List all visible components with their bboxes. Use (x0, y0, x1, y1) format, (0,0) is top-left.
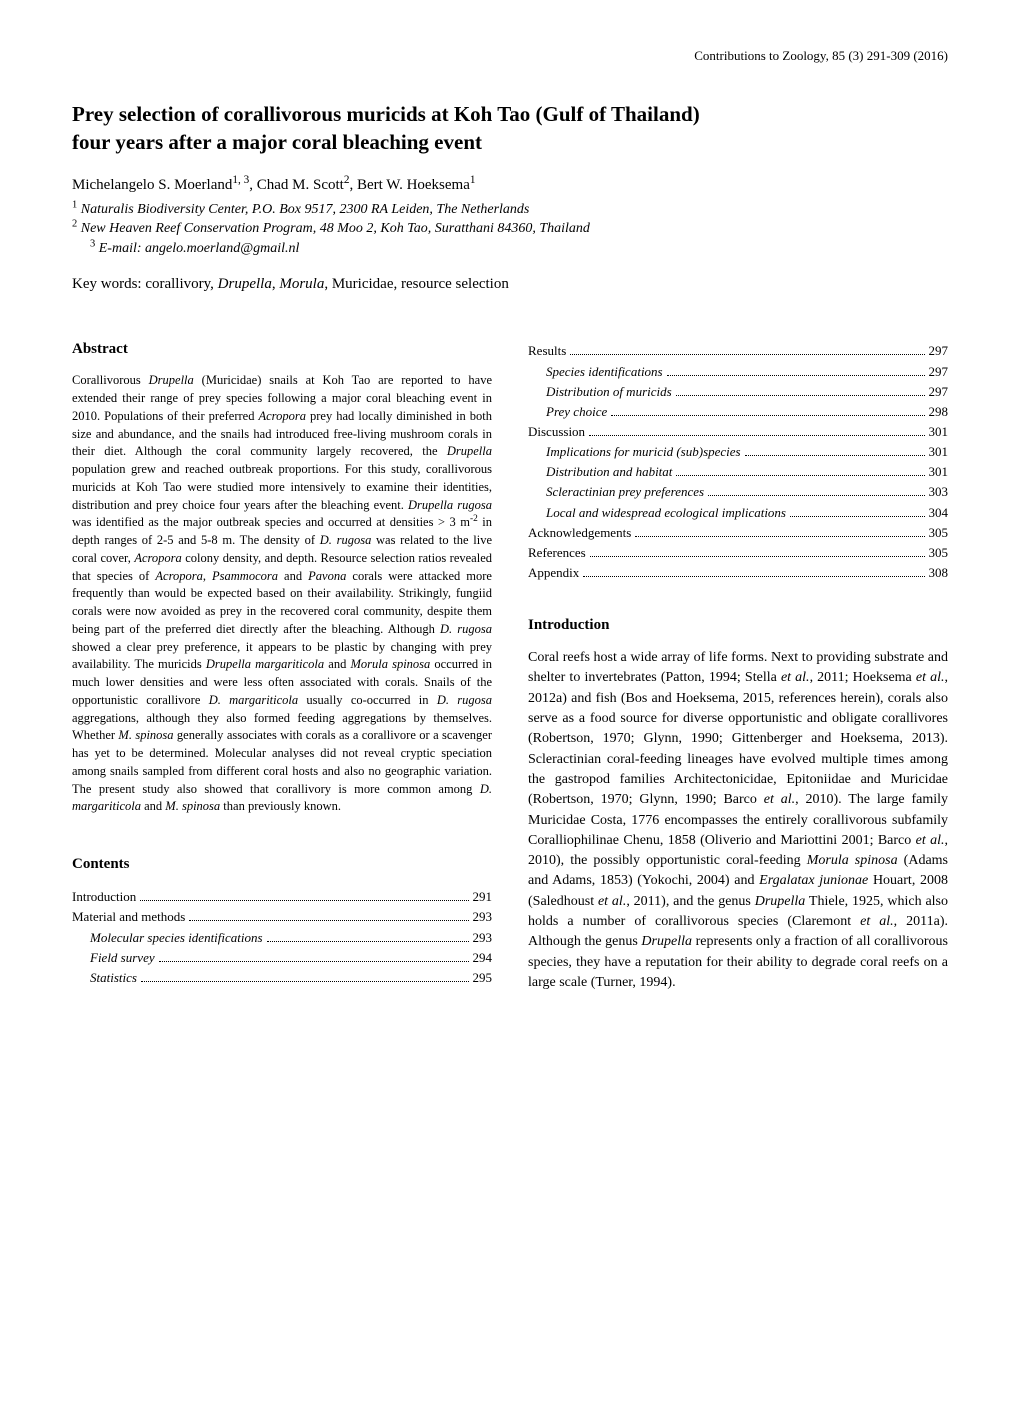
toc-dots (745, 455, 925, 456)
affiliation-2: 2 New Heaven Reef Conservation Program, … (72, 219, 948, 239)
affiliation-1: 1 Naturalis Biodiversity Center, P.O. Bo… (72, 200, 948, 220)
toc-label: Local and widespread ecological implicat… (546, 503, 786, 523)
toc-page: 305 (929, 543, 949, 563)
toc-label: Scleractinian prey preferences (546, 482, 704, 502)
toc-page: 297 (929, 362, 949, 382)
toc-page: 291 (473, 887, 493, 907)
toc-label: Implications for muricid (sub)species (546, 442, 741, 462)
toc-row: Field survey 294 (72, 948, 492, 968)
keywords-term-2: Morula (279, 276, 324, 292)
toc-label: References (528, 543, 586, 563)
toc-dots (267, 941, 469, 942)
toc-dots (141, 981, 469, 982)
toc-row: Appendix 308 (528, 563, 948, 583)
toc-page: 304 (929, 503, 949, 523)
toc-page: 297 (929, 341, 949, 361)
toc-page: 301 (929, 462, 949, 482)
keywords-prefix: Key words: corallivory, (72, 276, 218, 292)
toc-dots (611, 415, 924, 416)
toc-label: Discussion (528, 422, 585, 442)
toc-dots (635, 536, 924, 537)
introduction-heading: Introduction (528, 617, 948, 634)
toc-dots (140, 900, 468, 901)
toc-row: Molecular species identifications 293 (72, 928, 492, 948)
toc-dots (790, 516, 925, 517)
toc-label: Results (528, 341, 566, 361)
title-line-1: Prey selection of corallivorous muricids… (72, 102, 700, 126)
left-column: Abstract Corallivorous Drupella (Muricid… (72, 341, 492, 993)
toc-page: 303 (929, 482, 949, 502)
right-column: Results297Species identifications297Dist… (528, 341, 948, 993)
toc-row: Implications for muricid (sub)species 301 (528, 442, 948, 462)
toc-dots (590, 556, 925, 557)
toc-page: 298 (929, 402, 949, 422)
affiliations: 1 Naturalis Biodiversity Center, P.O. Bo… (72, 200, 948, 259)
keywords-term-1: Drupella (218, 276, 272, 292)
toc-right: Results297Species identifications297Dist… (528, 341, 948, 583)
toc-row: Statistics 295 (72, 968, 492, 988)
toc-page: 294 (473, 948, 493, 968)
toc-label: Field survey (90, 948, 155, 968)
toc-row: Introduction 291 (72, 887, 492, 907)
toc-row: Discussion 301 (528, 422, 948, 442)
toc-page: 293 (473, 907, 493, 927)
toc-dots (708, 495, 924, 496)
toc-page: 301 (929, 442, 949, 462)
contents-heading: Contents (72, 856, 492, 873)
toc-row: Distribution and habitat 301 (528, 462, 948, 482)
abstract-heading: Abstract (72, 341, 492, 358)
journal-header: Contributions to Zoology, 85 (3) 291-309… (72, 48, 948, 64)
toc-dots (676, 475, 924, 476)
keywords-suffix: , Muricidae, resource selection (324, 276, 509, 292)
toc-label: Acknowledgements (528, 523, 631, 543)
toc-row: Species identifications 297 (528, 362, 948, 382)
toc-label: Introduction (72, 887, 136, 907)
toc-dots (159, 961, 469, 962)
toc-row: Scleractinian prey preferences 303 (528, 482, 948, 502)
toc-page: 293 (473, 928, 493, 948)
toc-dots (583, 576, 924, 577)
toc-label: Material and methods (72, 907, 185, 927)
toc-label: Prey choice (546, 402, 607, 422)
introduction-text: Coral reefs host a wide array of life fo… (528, 648, 948, 993)
toc-dots (667, 375, 925, 376)
toc-row: Prey choice 298 (528, 402, 948, 422)
article-title: Prey selection of corallivorous muricids… (72, 100, 948, 157)
toc-row: Acknowledgements 305 (528, 523, 948, 543)
toc-row: Local and widespread ecological implicat… (528, 503, 948, 523)
toc-page: 301 (929, 422, 949, 442)
toc-row: Material and methods 293 (72, 907, 492, 927)
toc-label: Distribution of muricids (546, 382, 672, 402)
authors: Michelangelo S. Moerland1, 3, Chad M. Sc… (72, 177, 948, 194)
toc-row: Distribution of muricids 297 (528, 382, 948, 402)
toc-dots (570, 354, 924, 355)
toc-row: References 305 (528, 543, 948, 563)
toc-dots (676, 395, 925, 396)
toc-dots (189, 920, 468, 921)
toc-label: Statistics (90, 968, 137, 988)
toc-page: 297 (929, 382, 949, 402)
two-column-body: Abstract Corallivorous Drupella (Muricid… (72, 341, 948, 993)
toc-label: Species identifications (546, 362, 663, 382)
toc-dots (589, 435, 924, 436)
toc-left: Introduction291Material and methods293Mo… (72, 887, 492, 988)
affiliation-3: 3 E-mail: angelo.moerland@gmail.nl (72, 239, 948, 259)
abstract-text: Corallivorous Drupella (Muricidae) snail… (72, 372, 492, 816)
toc-label: Distribution and habitat (546, 462, 672, 482)
toc-row: Results 297 (528, 341, 948, 361)
toc-page: 305 (929, 523, 949, 543)
toc-label: Appendix (528, 563, 579, 583)
toc-label: Molecular species identifications (90, 928, 263, 948)
toc-page: 295 (473, 968, 493, 988)
keywords: Key words: corallivory, Drupella, Morula… (72, 276, 948, 293)
toc-page: 308 (929, 563, 949, 583)
title-line-2: four years after a major coral bleaching… (72, 130, 482, 154)
